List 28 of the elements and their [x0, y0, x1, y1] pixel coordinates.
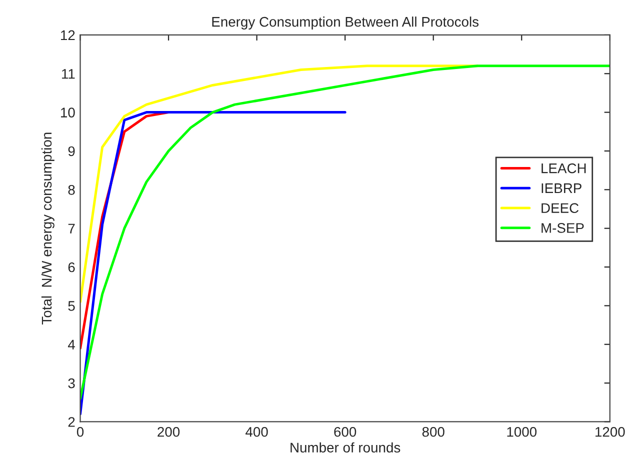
- legend-label: M-SEP: [542, 223, 584, 233]
- y-tick-label: 6: [68, 262, 75, 272]
- chart-title: Energy Consumption Between All Protocols: [212, 16, 479, 30]
- y-tick-label: 2: [68, 417, 75, 427]
- y-tick-label: 7: [68, 224, 75, 234]
- x-tick-label: 200: [158, 426, 180, 437]
- y-tick-label: 10: [61, 108, 75, 118]
- legend-label: LEACH: [542, 163, 586, 174]
- line-series: [80, 64, 610, 400]
- line-series: [80, 64, 479, 304]
- x-axis-title: Number of rounds: [290, 442, 400, 453]
- y-tick-label: 11: [62, 69, 75, 79]
- y-tick-label: 9: [68, 146, 75, 156]
- line-series: [80, 111, 346, 416]
- y-axis-title: Total N/W energy consumption: [41, 132, 54, 325]
- x-tick-label: 800: [422, 426, 444, 437]
- legend-label: DEEC: [542, 203, 579, 214]
- x-tick-label: 0: [76, 426, 84, 437]
- x-tick-label: 400: [246, 426, 268, 437]
- y-tick-label: 4: [68, 340, 75, 350]
- x-tick-label: 600: [334, 426, 356, 437]
- y-tick-label: 8: [68, 184, 75, 195]
- x-tick-label: 1000: [507, 426, 537, 437]
- y-tick-label: 12: [61, 30, 75, 40]
- x-tick-label: 1200: [596, 426, 625, 437]
- y-tick-label: 5: [68, 301, 75, 311]
- legend-label: IEBRP: [542, 183, 582, 193]
- y-tick-label: 3: [68, 378, 75, 388]
